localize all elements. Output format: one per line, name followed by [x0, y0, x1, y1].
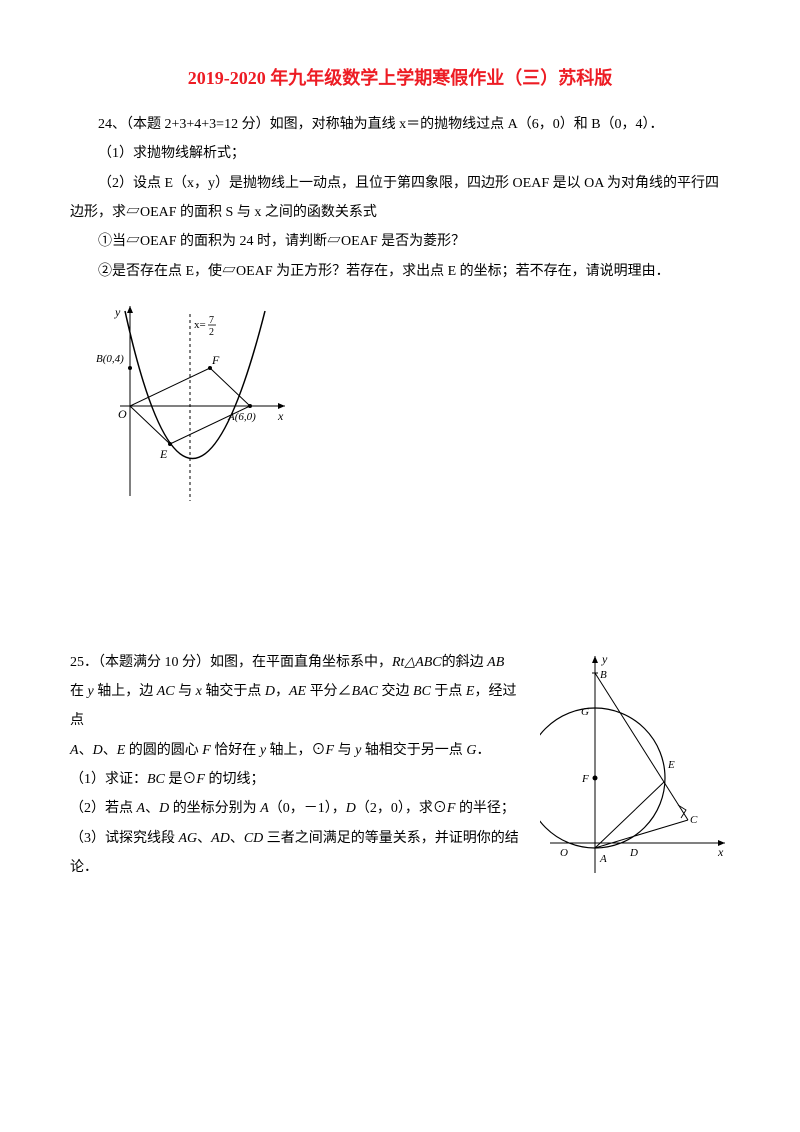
- q24-p1: （1）求抛物线解析式；: [70, 139, 730, 168]
- label-y: y: [114, 305, 121, 319]
- label-y25: y: [601, 652, 608, 666]
- label-F: F: [211, 353, 220, 367]
- label-C25: C: [690, 814, 698, 826]
- q25-line1: 25．（本题满分 10 分）如图，在平面直角坐标系中，Rt△ABC的斜边 AB: [70, 648, 530, 677]
- svg-text:2: 2: [209, 327, 214, 338]
- label-O: O: [118, 407, 127, 421]
- q25-p2: （2）若点 A、D 的坐标分别为 A（0，－1），D（2，0），求⊙F 的半径；: [70, 794, 530, 823]
- label-x: x: [277, 409, 284, 423]
- q25-line2: 在 y 轴上，边 AC 与 x 轴交于点 D，AE 平分∠BAC 交边 BC 于…: [70, 677, 530, 736]
- label-G25: G: [581, 706, 589, 718]
- svg-text:7: 7: [209, 315, 214, 326]
- svg-text:x=: x=: [194, 319, 206, 331]
- label-D25: D: [629, 847, 638, 859]
- label-x25: x: [717, 845, 724, 859]
- label-O25: O: [560, 847, 568, 859]
- label-A: A(6,0): [227, 411, 256, 423]
- label-B: B(0,4): [96, 353, 124, 365]
- label-E25: E: [667, 759, 675, 771]
- q25-p3: （3）试探究线段 AG、AD、CD 三者之间满足的等量关系，并证明你的结论．: [70, 824, 530, 883]
- q24-intro: 24、（本题 2+3+4+3=12 分）如图，对称轴为直线 x＝的抛物线过点 A…: [70, 110, 730, 139]
- q24-p3: ①当▱OEAF 的面积为 24 时，请判断▱OEAF 是否为菱形？: [70, 227, 730, 256]
- q25-figure: A B G F D O x y: [540, 648, 730, 889]
- q25-line3: A、D、E 的圆的圆心 F 恰好在 y 轴上，⊙F 与 y 轴相交于另一点 G．: [70, 736, 530, 765]
- label-B25: B: [600, 669, 607, 681]
- label-A25: A: [599, 853, 607, 865]
- q24-p4: ②是否存在点 E，使▱OEAF 为正方形？若存在，求出点 E 的坐标；若不存在，…: [70, 257, 730, 286]
- q24-figure: y x O B(0,4) E F A(6,0) x= 7 2: [90, 296, 730, 517]
- q25-p1: （1）求证：BC 是⊙F 的切线；: [70, 765, 530, 794]
- label-E: E: [159, 447, 168, 461]
- q24-p2: （2）设点 E（x，y）是抛物线上一动点，且位于第四象限，四边形 OEAF 是以…: [70, 169, 730, 228]
- page-title: 2019-2020 年九年级数学上学期寒假作业（三）苏科版: [70, 60, 730, 98]
- label-F25: F: [581, 773, 589, 785]
